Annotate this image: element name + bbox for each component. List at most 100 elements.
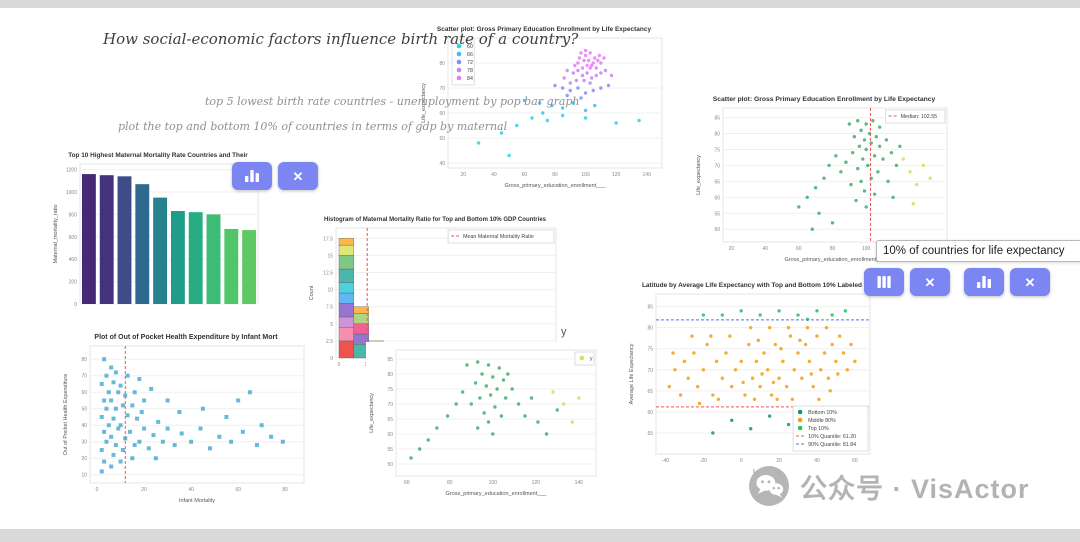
svg-text:80: 80 bbox=[387, 372, 393, 378]
columns-icon bbox=[877, 276, 891, 288]
svg-text:75: 75 bbox=[714, 147, 720, 153]
svg-text:Out of Pocket Health Expenditu: Out of Pocket Health Expenditure bbox=[63, 374, 69, 456]
svg-text:80: 80 bbox=[714, 132, 720, 138]
chart-scatter-enrollment-life-median[interactable]: Scatter plot: Gross Primary Education En… bbox=[693, 92, 955, 264]
svg-text:10% Quantile: 61.20: 10% Quantile: 61.20 bbox=[808, 434, 856, 440]
svg-text:800: 800 bbox=[69, 212, 78, 218]
svg-text:60: 60 bbox=[522, 172, 528, 178]
close-button[interactable]: ✕ bbox=[1010, 268, 1050, 296]
svg-text:50: 50 bbox=[439, 136, 445, 142]
svg-text:120: 120 bbox=[532, 480, 541, 486]
svg-text:140: 140 bbox=[643, 172, 652, 178]
svg-text:Average Life Expectancy: Average Life Expectancy bbox=[629, 343, 635, 404]
svg-text:20: 20 bbox=[81, 456, 87, 462]
svg-text:600: 600 bbox=[69, 235, 78, 241]
svg-text:17.5: 17.5 bbox=[323, 236, 333, 242]
top-edge-strip bbox=[0, 0, 1080, 8]
svg-text:0: 0 bbox=[330, 356, 333, 362]
svg-text:70: 70 bbox=[81, 374, 87, 380]
svg-text:Maternal_mortality_ratio: Maternal_mortality_ratio bbox=[53, 205, 59, 264]
svg-text:2.5: 2.5 bbox=[326, 339, 333, 345]
svg-text:80: 80 bbox=[647, 326, 653, 332]
svg-text:60: 60 bbox=[439, 111, 445, 117]
svg-text:60: 60 bbox=[467, 44, 473, 50]
svg-text:-40: -40 bbox=[662, 458, 669, 464]
svg-text:55: 55 bbox=[714, 211, 720, 217]
svg-text:80: 80 bbox=[439, 61, 445, 67]
svg-text:85: 85 bbox=[647, 305, 653, 311]
chart-type-button[interactable] bbox=[964, 268, 1004, 296]
svg-text:-20: -20 bbox=[700, 458, 707, 464]
svg-text:7.5: 7.5 bbox=[326, 305, 333, 311]
svg-text:70: 70 bbox=[387, 402, 393, 408]
svg-text:50: 50 bbox=[81, 407, 87, 413]
note-box[interactable]: 10% of countries for life expectancy bbox=[876, 240, 1080, 262]
svg-text:40: 40 bbox=[81, 423, 87, 429]
svg-text:Life_expectancy: Life_expectancy bbox=[421, 83, 427, 123]
svg-text:Life_expectancy: Life_expectancy bbox=[696, 155, 702, 195]
svg-text:50: 50 bbox=[387, 462, 393, 468]
chart-scatter-latitude-life[interactable]: Latitude by Average Life Expectancy with… bbox=[626, 278, 878, 476]
svg-text:Gross_primary_education_enroll: Gross_primary_education_enrollment___ bbox=[446, 491, 548, 497]
svg-text:60: 60 bbox=[796, 246, 802, 252]
chart1-toolbar: ✕ bbox=[232, 162, 318, 190]
prompt-text-main[interactable]: How social-economic factors influence bi… bbox=[103, 30, 579, 48]
svg-text:60: 60 bbox=[852, 458, 858, 464]
svg-text:0: 0 bbox=[96, 487, 99, 493]
close-icon: ✕ bbox=[924, 274, 936, 290]
svg-text:40: 40 bbox=[814, 458, 820, 464]
svg-text:20: 20 bbox=[461, 172, 467, 178]
svg-text:Scatter plot: Gross Primary Ed: Scatter plot: Gross Primary Education En… bbox=[437, 26, 652, 33]
chart-type-button[interactable] bbox=[232, 162, 272, 190]
svg-text:Infant Mortality: Infant Mortality bbox=[179, 498, 215, 504]
svg-text:100: 100 bbox=[489, 480, 498, 486]
right-toolbar-2: ✕ bbox=[964, 268, 1050, 296]
svg-text:90% Quantile: 81.84: 90% Quantile: 81.84 bbox=[808, 442, 856, 448]
watermark: 公众号 · VisActor bbox=[748, 465, 1030, 507]
svg-text:65: 65 bbox=[387, 417, 393, 423]
right-toolbar-1: ✕ bbox=[864, 268, 950, 296]
bar-chart-icon bbox=[245, 170, 259, 182]
close-button[interactable]: ✕ bbox=[278, 162, 318, 190]
close-icon: ✕ bbox=[1024, 274, 1036, 290]
svg-text:55: 55 bbox=[387, 447, 393, 453]
prompt-text-gdp[interactable]: plot the top and bottom 10% of countries… bbox=[118, 120, 508, 133]
svg-text:40: 40 bbox=[762, 246, 768, 252]
svg-text:60: 60 bbox=[81, 390, 87, 396]
svg-text:Mean Maternal Mortality Ratio: Mean Maternal Mortality Ratio bbox=[463, 234, 534, 240]
svg-text:50: 50 bbox=[714, 227, 720, 233]
svg-text:75: 75 bbox=[387, 387, 393, 393]
svg-text:78: 78 bbox=[467, 68, 473, 74]
svg-text:5: 5 bbox=[330, 322, 333, 328]
svg-text:70: 70 bbox=[439, 86, 445, 92]
svg-text:70: 70 bbox=[647, 368, 653, 374]
svg-text:Plot of Out of Pocket Health E: Plot of Out of Pocket Health Expenditure… bbox=[94, 334, 278, 341]
chart-scatter-enrollment-life-green[interactable]: 50 55 60 65 70 75 80 85 60 80 100 120 140 Gross_prima… bbox=[366, 342, 604, 498]
svg-text:Middle 80%: Middle 80% bbox=[808, 418, 836, 424]
stray-text-y[interactable]: y bbox=[561, 326, 567, 338]
chart-scatter-enrollment-life-colored[interactable]: Scatter plot: Gross Primary Education En… bbox=[418, 22, 670, 190]
prompt-text-bar-graph[interactable]: top 5 lowest birth rate countries - unem… bbox=[205, 95, 580, 108]
svg-text:15: 15 bbox=[327, 253, 333, 259]
svg-text:Latitude by Average Life Expec: Latitude by Average Life Expectancy with… bbox=[642, 282, 862, 289]
svg-text:85: 85 bbox=[387, 357, 393, 363]
svg-text:55: 55 bbox=[647, 431, 653, 437]
svg-text:40: 40 bbox=[439, 161, 445, 167]
svg-text:10: 10 bbox=[327, 288, 333, 294]
bottom-edge-strip bbox=[0, 529, 1080, 542]
close-button[interactable]: ✕ bbox=[910, 268, 950, 296]
chart-scatter-infant-mortality[interactable]: Plot of Out of Pocket Health Expenditure… bbox=[60, 330, 312, 505]
column-layout-button[interactable] bbox=[864, 268, 904, 296]
svg-text:120: 120 bbox=[612, 172, 621, 178]
svg-text:65: 65 bbox=[647, 389, 653, 395]
svg-text:12.5: 12.5 bbox=[323, 270, 333, 276]
svg-text:Count: Count bbox=[309, 285, 315, 300]
bar-chart-icon bbox=[977, 276, 991, 288]
chart-bar-top10-maternal[interactable]: Top 10 Highest Maternal Mortality Rate C… bbox=[50, 148, 266, 326]
svg-text:1000: 1000 bbox=[66, 190, 77, 196]
svg-text:Median: 102.55: Median: 102.55 bbox=[901, 114, 938, 120]
svg-text:Gross_primary_education_enroll: Gross_primary_education_enrollment___ bbox=[505, 183, 607, 189]
svg-text:72: 72 bbox=[467, 60, 473, 66]
svg-text:400: 400 bbox=[69, 257, 78, 263]
svg-text:20: 20 bbox=[141, 487, 147, 493]
